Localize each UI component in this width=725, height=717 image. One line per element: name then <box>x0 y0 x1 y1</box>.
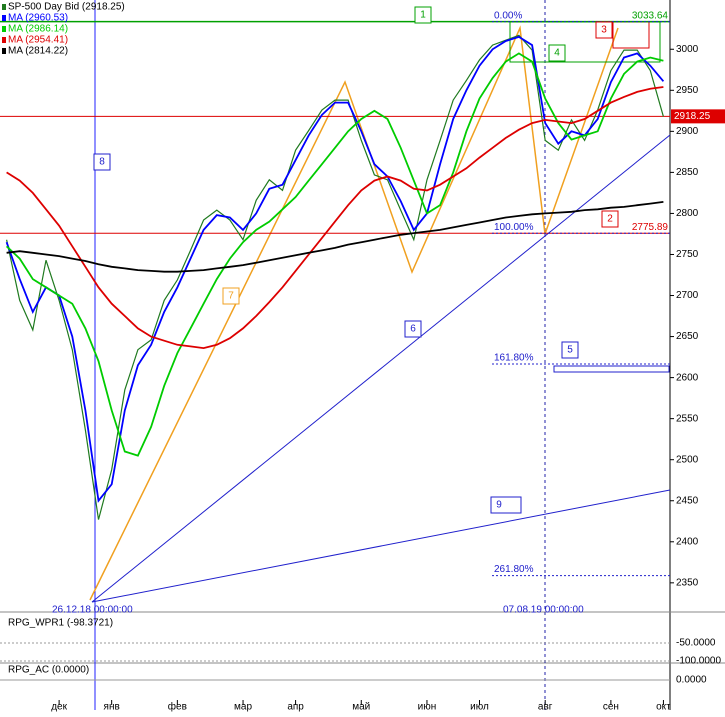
marker-box <box>404 320 422 338</box>
x-tick-label: янв <box>104 702 120 713</box>
y-tick-label: 2900 <box>676 126 699 137</box>
marker-box <box>601 210 619 228</box>
level-label: 2775.89 <box>632 222 669 233</box>
y-tick-label: 2600 <box>676 372 699 383</box>
time-label: 07.08.19 00:00:00 <box>503 605 584 616</box>
fib-label: 100.00% <box>494 222 534 233</box>
marker-box <box>595 21 613 39</box>
legend-label: MA (2986.14) <box>8 24 68 35</box>
y-tick-label: 2750 <box>676 249 699 260</box>
x-tick-label: май <box>352 702 370 713</box>
box <box>553 365 670 373</box>
x-tick-label: июл <box>470 702 489 713</box>
marker-label: 1 <box>420 10 426 21</box>
indicator-title: RPG_WPR1 (-98.3721) <box>8 618 113 629</box>
fib-label: 161.80% <box>494 353 534 364</box>
legend-swatch <box>2 4 6 10</box>
x-tick-label: авг <box>538 702 553 713</box>
fib-label: 0.00% <box>494 10 522 21</box>
marker-box <box>561 341 579 359</box>
legend-swatch <box>2 26 6 32</box>
marker-label: 2 <box>607 214 613 225</box>
x-tick-label: июн <box>418 702 437 713</box>
marker-label: 7 <box>228 291 234 302</box>
indicator-title: RPG_AC (0.0000) <box>8 665 89 676</box>
zigzag <box>89 25 619 601</box>
series-line <box>5 35 665 503</box>
y-tick-label: 2450 <box>676 495 699 506</box>
y-tick-label: 2800 <box>676 208 699 219</box>
legend-swatch <box>2 15 6 21</box>
indicator-tick-label: 0.0000 <box>676 675 707 686</box>
time-label: 26.12.18 00:00:00 <box>52 605 133 616</box>
marker-label: 4 <box>554 48 560 59</box>
x-tick-label: дек <box>51 702 67 713</box>
series-line <box>6 34 664 520</box>
level-label: 3033.64 <box>632 10 669 21</box>
legend-swatch <box>2 37 6 43</box>
series-line <box>6 86 664 350</box>
legend-label: MA (2954.41) <box>8 35 68 46</box>
marker-box <box>548 44 566 62</box>
y-tick-label: 2850 <box>676 167 699 178</box>
trend-line <box>91 489 671 603</box>
x-tick-label: сен <box>603 702 619 713</box>
marker-label: 3 <box>601 25 607 36</box>
marker-label: 5 <box>567 345 573 356</box>
x-tick-label: апр <box>287 702 304 713</box>
marker-box <box>222 287 240 305</box>
x-tick-label: окт <box>656 702 671 713</box>
y-tick-label: 2400 <box>676 536 699 547</box>
marker-box <box>93 153 111 171</box>
y-tick-label: 2700 <box>676 290 699 301</box>
price-tag-label: 2918.25 <box>674 111 711 122</box>
y-tick-label: 2950 <box>676 85 699 96</box>
y-tick-label: 3000 <box>676 44 699 55</box>
marker-label: 6 <box>410 324 416 335</box>
y-tick-label: 2650 <box>676 331 699 342</box>
marker-box <box>490 496 522 514</box>
trend-line <box>91 134 671 603</box>
marker-label: 8 <box>99 157 105 168</box>
indicator-tick-label: -50.0000 <box>676 638 716 649</box>
indicator-tick-label: -100.0000 <box>676 656 721 667</box>
legend-label: SP-500 Day Bid (2918.25) <box>8 2 125 13</box>
y-tick-label: 2550 <box>676 413 699 424</box>
legend-label: MA (2814.22) <box>8 46 68 57</box>
marker-label: 9 <box>496 500 502 511</box>
x-tick-label: мар <box>234 702 252 713</box>
y-tick-label: 2350 <box>676 577 699 588</box>
fib-label: 261.80% <box>494 564 534 575</box>
y-tick-label: 2500 <box>676 454 699 465</box>
series-line <box>6 201 664 273</box>
legend-swatch <box>2 48 6 54</box>
price-tag <box>671 109 725 124</box>
series-line <box>5 52 664 457</box>
legend-label: MA (2960.53) <box>8 13 68 24</box>
marker-box <box>414 6 432 24</box>
x-tick-label: фев <box>168 701 187 713</box>
